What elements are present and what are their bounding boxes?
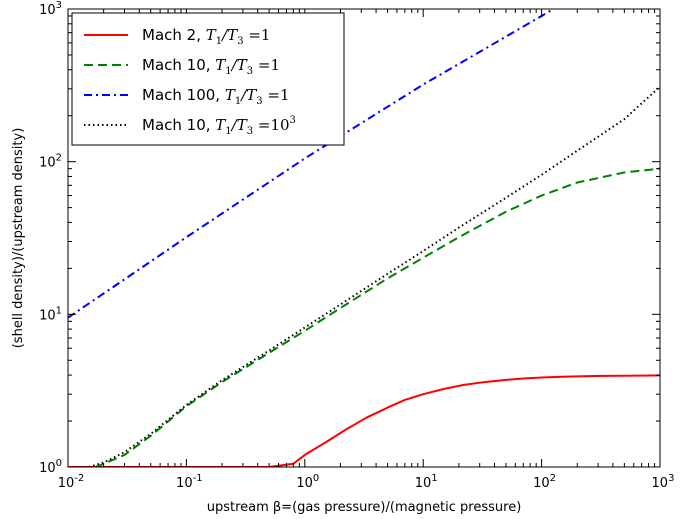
legend-label-2: Mach 10, T1/T3 =1	[142, 56, 280, 77]
legend: Mach 2, T1/T3 =1 Mach 10, T1/T3 =1 Mach 10…	[71, 12, 345, 146]
ticks	[67, 8, 661, 468]
x-tick-label-2: 100	[296, 473, 319, 491]
legend-box	[71, 12, 345, 146]
y-tick-label-1: 101	[39, 305, 62, 323]
legend-label-3: Mach 100, T1/T3 =1	[142, 86, 290, 107]
y-tick-label-2: 102	[39, 153, 62, 171]
y-tick-label-0: 100	[39, 458, 62, 476]
legend-label-4: Mach 10, T1/T3 =103	[142, 115, 296, 137]
x-tick-label-3: 101	[415, 473, 438, 491]
series-line-1	[68, 374, 660, 467]
tick-labels: 10-2 10-1 100 101 102 103 100 101 102 103	[39, 0, 674, 491]
x-tick-label-4: 102	[533, 473, 556, 491]
series-line-2	[94, 167, 660, 467]
series-line-4	[88, 85, 660, 467]
x-tick-label-1: 10-1	[176, 473, 203, 491]
y-tick-label-3: 103	[39, 0, 62, 18]
y-axis-label: (shell density)/(upstream density)	[11, 128, 26, 349]
plot-frame	[67, 8, 661, 468]
series-line-3	[68, 9, 554, 319]
x-tick-label-0: 10-2	[58, 473, 85, 491]
x-axis-label: upstream β=(gas pressure)/(magnetic pres…	[207, 500, 522, 515]
x-tick-label-5: 103	[652, 473, 675, 491]
legend-label-1: Mach 2, T1/T3 =1	[142, 26, 270, 47]
plot-lines	[68, 9, 660, 467]
